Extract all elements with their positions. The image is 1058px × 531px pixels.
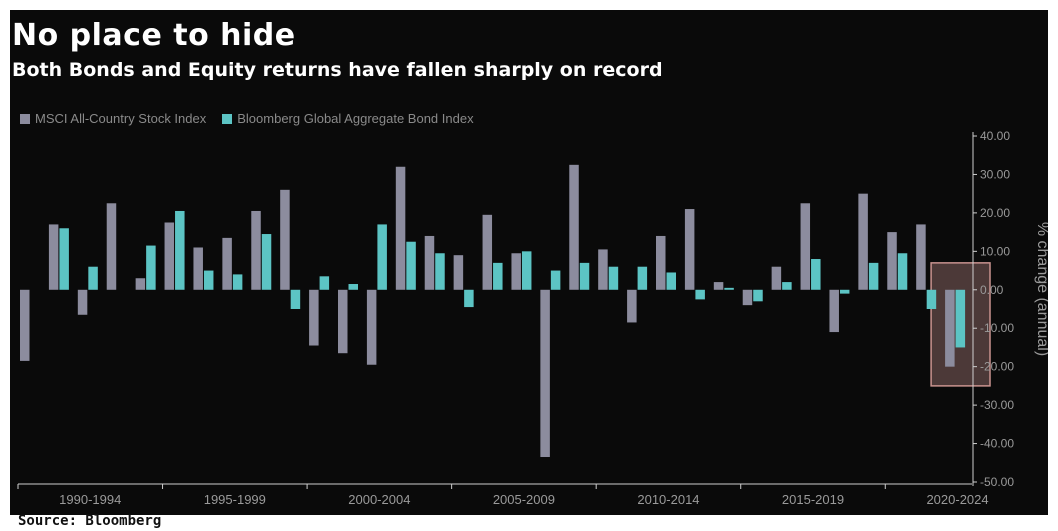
y-tick-label: -40.00 [980, 437, 1014, 451]
y-axis-title: % change (annual) [1034, 222, 1048, 356]
bar-bond-2005 [464, 290, 474, 307]
bar-stock-2006 [483, 215, 493, 290]
x-tick-label: 2010-2014 [637, 492, 699, 507]
bar-stock-2017 [801, 203, 811, 290]
bar-stock-2014 [714, 282, 724, 290]
bar-bond-2002 [377, 224, 387, 289]
bar-stock-1992 [78, 290, 88, 315]
chart-subtitle: Both Bonds and Equity returns have falle… [12, 59, 663, 81]
bar-bond-2015 [753, 290, 763, 302]
bar-bond-1998 [262, 234, 272, 290]
bar-stock-2004 [425, 236, 435, 290]
x-tick-label: 1990-1994 [59, 492, 121, 507]
bar-stock-2005 [454, 255, 464, 290]
bar-stock-2021 [916, 224, 926, 289]
bar-stock-1993 [107, 203, 117, 290]
bar-bond-1991 [59, 228, 68, 290]
y-tick-label: 0.00 [980, 283, 1004, 297]
legend-swatch-stock [20, 114, 30, 124]
bar-bond-2019 [869, 263, 879, 290]
bar-stock-2009 [569, 165, 579, 290]
bar-bond-2016 [782, 282, 792, 290]
x-tick-label: 2005-2009 [493, 492, 555, 507]
legend-item-stock: MSCI All-Country Stock Index [20, 111, 206, 126]
bar-bond-2010 [609, 267, 619, 290]
x-tick-label: 2015-2019 [782, 492, 844, 507]
bar-bond-2001 [349, 284, 359, 290]
bar-bond-2021 [927, 290, 937, 309]
bar-stock-2010 [598, 249, 608, 289]
source-note: Source: Bloomberg [18, 513, 161, 529]
bar-bond-2007 [522, 251, 532, 289]
bar-bond-1999 [291, 290, 301, 309]
legend-item-bond: Bloomberg Global Aggregate Bond Index [222, 111, 473, 126]
bar-bond-2011 [638, 267, 648, 290]
bar-bond-1996 [204, 271, 214, 290]
bar-stock-2002 [367, 290, 377, 365]
bar-stock-1999 [280, 190, 290, 290]
bar-stock-2008 [540, 290, 550, 457]
bar-stock-2000 [309, 290, 319, 346]
legend-label-bond: Bloomberg Global Aggregate Bond Index [237, 111, 473, 126]
chart-title: No place to hide [12, 18, 296, 53]
bar-bond-1992 [88, 267, 98, 290]
bar-bond-1995 [175, 211, 185, 290]
bar-stock-1998 [251, 211, 260, 290]
y-tick-label: -30.00 [980, 398, 1014, 412]
bar-bond-2013 [695, 290, 705, 300]
bar-bond-2020 [898, 253, 908, 290]
bar-stock-2003 [396, 167, 406, 290]
y-tick-label: 20.00 [980, 206, 1010, 220]
bar-stock-1994 [136, 278, 146, 290]
bar-bond-2012 [667, 272, 677, 289]
bar-stock-1991 [49, 224, 59, 289]
bar-stock-1990 [20, 290, 30, 361]
x-tick-label: 2020-2024 [926, 492, 988, 507]
x-tick-label: 2000-2004 [348, 492, 410, 507]
bar-stock-2001 [338, 290, 348, 353]
x-tick-label: 1995-1999 [204, 492, 266, 507]
bar-stock-2016 [772, 267, 782, 290]
bar-bond-2014 [724, 288, 734, 290]
bar-bond-2017 [811, 259, 821, 290]
bar-stock-2012 [656, 236, 666, 290]
bar-stock-2011 [627, 290, 637, 323]
legend-label-stock: MSCI All-Country Stock Index [35, 111, 206, 126]
y-tick-label: -20.00 [980, 360, 1014, 374]
bar-stock-2022 [945, 290, 955, 367]
bar-bond-1994 [146, 246, 156, 290]
y-tick-label: -50.00 [980, 475, 1014, 489]
chart-frame: 40.00 30.00 20.00 10.00 0.00 -10.00 -20.00 -30.… [10, 10, 1048, 515]
bar-bond-2004 [435, 253, 445, 290]
y-tick-label: 40.00 [980, 129, 1010, 143]
bar-bond-2022 [956, 290, 966, 348]
bar-bond-2018 [840, 290, 850, 294]
bar-bond-2000 [320, 276, 330, 289]
chart-canvas: 40.00 30.00 20.00 10.00 0.00 -10.00 -20.00 -30.… [10, 10, 1048, 515]
legend-swatch-bond [222, 114, 232, 124]
bar-stock-1996 [193, 247, 203, 289]
bar-stock-2019 [858, 194, 868, 290]
bar-stock-2020 [887, 232, 897, 290]
y-tick-label: 10.00 [980, 244, 1010, 258]
bar-stock-2018 [829, 290, 839, 332]
bar-bond-1997 [233, 274, 243, 289]
bar-bond-2008 [551, 271, 561, 290]
y-tick-label: -10.00 [980, 321, 1014, 335]
bar-stock-2013 [685, 209, 695, 290]
bar-stock-1997 [222, 238, 232, 290]
bar-stock-2007 [511, 253, 521, 290]
bar-bond-2003 [406, 242, 416, 290]
y-tick-label: 30.00 [980, 167, 1010, 181]
bar-bond-2009 [580, 263, 590, 290]
bar-stock-1995 [165, 223, 175, 290]
legend: MSCI All-Country Stock Index Bloomberg G… [20, 111, 484, 126]
bar-bond-2006 [493, 263, 503, 290]
bar-stock-2015 [743, 290, 753, 305]
